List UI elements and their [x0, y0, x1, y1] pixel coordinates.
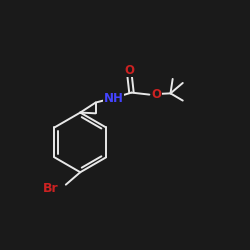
Text: O: O	[152, 88, 162, 101]
Text: NH: NH	[104, 92, 124, 104]
Text: Br: Br	[43, 182, 58, 195]
Text: O: O	[124, 64, 134, 77]
